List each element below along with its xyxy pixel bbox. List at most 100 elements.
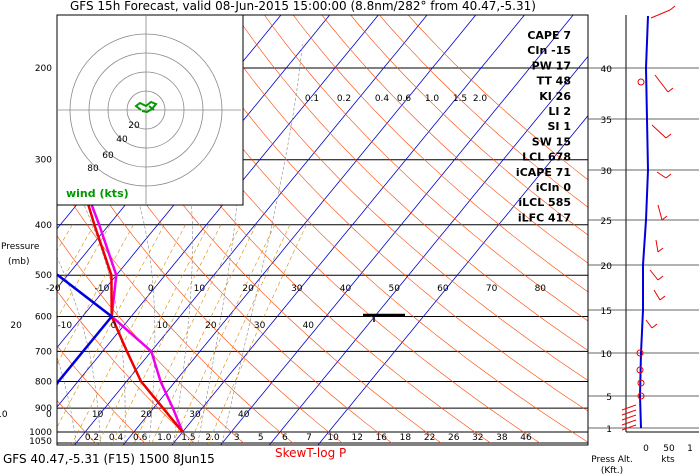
wind-speed-tick: 0	[643, 444, 649, 454]
mixing-ratio-label-bottom: 1.0	[157, 433, 172, 443]
mixing-ratio-line	[71, 224, 186, 445]
temp-tick-label-middle: 40	[303, 321, 315, 331]
temp-tick-label-bottom: 10	[92, 410, 104, 420]
mixing-ratio-label-bottom: 46	[520, 433, 532, 443]
mixing-ratio-label-bottom: 12	[351, 433, 362, 443]
stability-index: CIn -15	[527, 44, 571, 57]
temp-tick-label-middle: -10	[57, 321, 72, 331]
isotherm-line	[268, 55, 588, 445]
wind-speed-tick: 50	[663, 444, 675, 454]
dry-adiabat-line	[57, 345, 146, 444]
chart-title: GFS 15h Forecast, valid 08-Jun-2015 15:0…	[70, 0, 536, 13]
wind-barb-flag	[667, 87, 674, 93]
mixing-ratio-label-bottom: 1.5	[181, 433, 195, 443]
hodograph-trace	[134, 100, 158, 114]
mixing-ratio-label-bottom: 7	[306, 433, 312, 443]
wind-barb-flag	[661, 215, 668, 221]
pressure-tick-label: 900	[35, 404, 52, 414]
hodograph-ring-label: 40	[116, 135, 128, 145]
mixing-ratio-line	[110, 224, 222, 445]
mixing-ratio-label-bottom: 26	[448, 433, 460, 443]
mixing-ratio-label-top: 0.1	[305, 94, 319, 104]
dry-adiabat-line	[350, 15, 588, 236]
temp-tick-label-middle: 20	[10, 321, 22, 331]
wind-barb	[655, 239, 659, 253]
wind-barb	[657, 204, 663, 221]
height-tick-label: 25	[601, 217, 612, 227]
wind-barb	[656, 171, 667, 179]
temp-tick-label-middle: 20	[205, 321, 217, 331]
mixing-ratio-label-top: 1.0	[425, 94, 440, 104]
temp-tick-label-bottom: 20	[141, 410, 153, 420]
temp-tick-label-top: 20	[242, 284, 254, 294]
moist-adiabat-line	[71, 44, 156, 444]
moist-adiabat-line	[221, 44, 303, 444]
height-tick-label: 10	[601, 350, 613, 360]
isotherm-line	[171, 15, 525, 445]
temp-tick-label-top: 10	[194, 284, 206, 294]
calm-wind-marker	[637, 78, 645, 86]
stability-index: iCAPE 71	[516, 166, 571, 179]
temp-tick-label-top: 60	[437, 284, 449, 294]
mixing-ratio-label-bottom: 5	[258, 433, 264, 443]
dry-adiabat-line	[264, 15, 588, 322]
temp-tick-label-bottom: 30	[189, 410, 201, 420]
pressure-tick-label: 300	[35, 156, 52, 166]
plot-frame	[56, 14, 589, 446]
temp-tick-label-top: -10	[95, 284, 110, 294]
mixing-ratio-line	[57, 224, 134, 365]
dry-adiabat-line	[235, 15, 588, 351]
dry-adiabat-line	[407, 15, 588, 181]
mixing-ratio-label-top: 0.2	[337, 94, 351, 104]
wind-barb-flag	[669, 5, 676, 11]
dry-adiabat-line	[57, 179, 294, 444]
temp-tick-label-top: 30	[291, 284, 303, 294]
wind-barb-flag	[657, 247, 664, 253]
isotherm-line	[122, 15, 477, 445]
temp-tick-label-middle: 0	[111, 321, 117, 331]
temp-tick-label-top: -20	[46, 284, 61, 294]
mixing-ratio-label-bottom: 32	[472, 433, 483, 443]
dry-adiabat-line	[292, 15, 588, 293]
hodograph-ring-label: 20	[128, 121, 140, 131]
height-tick-label: 30	[601, 167, 613, 177]
height-tick-label: 1	[606, 425, 612, 435]
stability-index: SI 1	[548, 120, 572, 133]
wind-barb	[653, 289, 661, 301]
mixing-ratio-line	[171, 224, 276, 445]
mixing-ratio-label-bottom: 0.4	[109, 433, 124, 443]
isotherm-line	[317, 115, 588, 445]
dry-adiabat-line	[57, 290, 195, 444]
height-tick-label: 15	[601, 307, 612, 317]
wind-speed-unit: kts	[661, 455, 675, 465]
mixing-ratio-label-bottom: 16	[376, 433, 388, 443]
moist-adiabat-line	[57, 256, 101, 444]
footer-chart-type: SkewT-log P	[275, 446, 346, 460]
pressure-tick-label: 600	[35, 312, 52, 322]
hodograph-caption: wind (kts)	[66, 187, 129, 200]
mixing-ratio-label-bottom: 18	[400, 433, 412, 443]
mixing-ratio-line	[57, 224, 111, 320]
calm-wind-marker	[636, 366, 644, 374]
wind-barb	[651, 124, 667, 139]
surface-wind-barb	[621, 424, 637, 431]
mixing-ratio-label-bottom: 38	[496, 433, 508, 443]
stability-index: SW 15	[532, 135, 571, 148]
stability-index: PW 17	[532, 59, 571, 72]
temp-tick-label-top: 50	[388, 284, 400, 294]
stability-index: TT 48	[537, 75, 571, 88]
wind-barb	[645, 319, 653, 329]
stability-index: iLCL 585	[518, 196, 571, 209]
mixing-ratio-line	[207, 224, 307, 445]
temp-tick-label-top: 40	[340, 284, 352, 294]
mixing-ratio-line	[150, 224, 257, 445]
mixing-ratio-line	[188, 224, 291, 445]
wind-barb	[654, 74, 669, 93]
temp-tick-label-top: 0	[148, 284, 154, 294]
wind-barb-flag	[657, 275, 664, 281]
stability-index: KI 26	[539, 90, 571, 103]
temp-tick-label-bottom: 0	[46, 410, 52, 420]
mixing-ratio-line	[57, 224, 165, 428]
